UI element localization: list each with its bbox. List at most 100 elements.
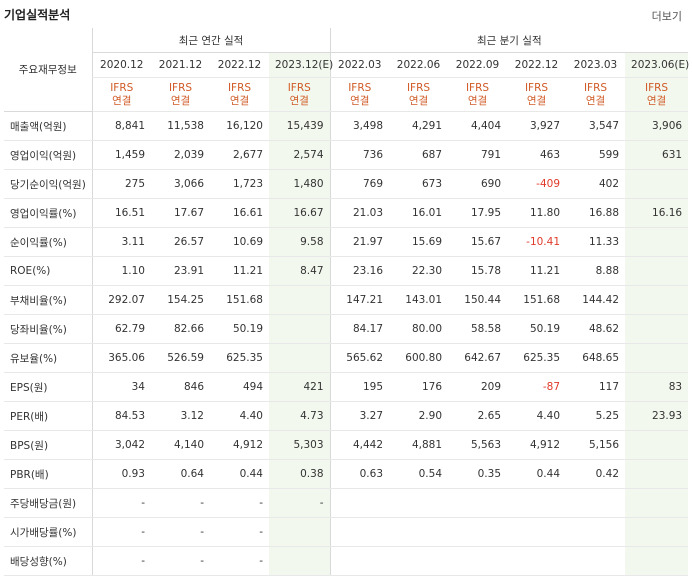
table-row: 유보율(%) 365.06 526.59 625.35 565.62 600.80 642.… bbox=[4, 343, 689, 373]
value-cell bbox=[507, 517, 567, 547]
value-cell: 144.42 bbox=[566, 285, 626, 315]
value-cell: 10.69 bbox=[210, 227, 269, 257]
value-cell: 11.21 bbox=[210, 256, 269, 286]
value-cell bbox=[625, 314, 689, 344]
row-label: 시가배당률(%) bbox=[4, 517, 92, 547]
table-row: 부채비율(%) 292.07 154.25 151.68 147.21 143.01 150… bbox=[4, 285, 689, 315]
more-link[interactable]: 더보기 bbox=[651, 10, 682, 23]
value-cell: 16.61 bbox=[210, 198, 269, 228]
table-row: EPS(원) 34 846 494 421 195 176 209 -87 117 83 bbox=[4, 372, 689, 402]
row-label: PBR(배) bbox=[4, 459, 92, 489]
value-cell bbox=[625, 517, 689, 547]
ifrs-line1: IFRS bbox=[227, 81, 252, 94]
value-cell bbox=[269, 285, 331, 315]
value-cell: 23.93 bbox=[625, 401, 689, 431]
ifrs-line2: 연결 bbox=[585, 94, 606, 107]
row-label: ROE(%) bbox=[4, 256, 92, 286]
value-cell: - bbox=[91, 488, 151, 518]
ifrs-label: IFRS 연결 bbox=[625, 77, 689, 112]
value-cell: 9.58 bbox=[269, 227, 331, 257]
value-cell: 154.25 bbox=[151, 285, 210, 315]
value-cell bbox=[448, 517, 508, 547]
value-cell: 3.12 bbox=[151, 401, 210, 431]
value-cell: 4.73 bbox=[269, 401, 331, 431]
ifrs-line2: 연결 bbox=[646, 94, 667, 107]
row-label: 당좌비율(%) bbox=[4, 314, 92, 344]
ifrs-line1: IFRS bbox=[465, 81, 490, 94]
value-cell: 565.62 bbox=[329, 343, 390, 373]
value-cell: 34 bbox=[91, 372, 151, 402]
value-cell: 11.21 bbox=[507, 256, 567, 286]
ifrs-line2: 연결 bbox=[467, 94, 488, 107]
value-cell: 5,156 bbox=[566, 430, 626, 460]
value-cell: - bbox=[151, 488, 210, 518]
value-cell bbox=[269, 517, 331, 547]
value-cell bbox=[625, 430, 689, 460]
period-header: 2021.12 bbox=[151, 52, 210, 78]
value-cell: 26.57 bbox=[151, 227, 210, 257]
value-cell: 526.59 bbox=[151, 343, 210, 373]
value-cell: 365.06 bbox=[91, 343, 151, 373]
ifrs-label: IFRS 연결 bbox=[566, 77, 626, 112]
value-cell: 4,881 bbox=[389, 430, 449, 460]
value-cell: 0.38 bbox=[269, 459, 331, 489]
ifrs-line2: 연결 bbox=[526, 94, 547, 107]
value-cell: 463 bbox=[507, 140, 567, 170]
ifrs-line1: IFRS bbox=[287, 81, 311, 94]
value-cell: 80.00 bbox=[389, 314, 449, 344]
value-cell: -10.41 bbox=[507, 227, 567, 257]
table-row: ROE(%) 1.10 23.91 11.21 8.47 23.16 22.30 15.78 1… bbox=[4, 256, 689, 286]
table-row: 영업이익(억원) 1,459 2,039 2,677 2,574 736 687 791 463… bbox=[4, 140, 689, 170]
value-cell: 791 bbox=[448, 140, 508, 170]
value-cell: -87 bbox=[507, 372, 567, 402]
value-cell: 625.35 bbox=[507, 343, 567, 373]
value-cell: 16.16 bbox=[625, 198, 689, 228]
value-cell: 292.07 bbox=[91, 285, 151, 315]
value-cell: 673 bbox=[389, 169, 449, 199]
value-cell bbox=[329, 517, 390, 547]
value-cell bbox=[389, 546, 449, 576]
value-cell: 625.35 bbox=[210, 343, 269, 373]
value-cell: 15,439 bbox=[269, 111, 331, 141]
row-label: PER(배) bbox=[4, 401, 92, 431]
value-cell: 690 bbox=[448, 169, 508, 199]
value-cell: 4,912 bbox=[210, 430, 269, 460]
value-cell: 3,927 bbox=[507, 111, 567, 141]
period-header: 2023.06(E) bbox=[625, 52, 689, 78]
value-cell bbox=[389, 488, 449, 518]
value-cell bbox=[625, 488, 689, 518]
value-cell bbox=[625, 227, 689, 257]
value-cell bbox=[507, 546, 567, 576]
value-cell: 2,677 bbox=[210, 140, 269, 170]
value-cell bbox=[507, 488, 567, 518]
financial-table: 주요재무정보 최근 연간 실적 최근 분기 실적 2020.12 2021.12 2… bbox=[4, 28, 689, 576]
table-row: 주당배당금(원) - - - - bbox=[4, 488, 689, 518]
value-cell bbox=[448, 546, 508, 576]
value-cell: 0.93 bbox=[91, 459, 151, 489]
value-cell: 17.67 bbox=[151, 198, 210, 228]
value-cell bbox=[625, 343, 689, 373]
period-header: 2022.12 bbox=[507, 52, 567, 78]
value-cell: 3,547 bbox=[566, 111, 626, 141]
value-cell: 15.69 bbox=[389, 227, 449, 257]
value-cell: 209 bbox=[448, 372, 508, 402]
value-cell: - bbox=[210, 517, 269, 547]
value-cell: 0.35 bbox=[448, 459, 508, 489]
value-cell: 3,042 bbox=[91, 430, 151, 460]
value-cell: 642.67 bbox=[448, 343, 508, 373]
value-cell: 84.53 bbox=[91, 401, 151, 431]
value-cell: 1,723 bbox=[210, 169, 269, 199]
value-cell bbox=[566, 546, 626, 576]
value-cell: 2,574 bbox=[269, 140, 331, 170]
value-cell: 846 bbox=[151, 372, 210, 402]
value-cell: 5.25 bbox=[566, 401, 626, 431]
value-cell: - bbox=[210, 546, 269, 576]
value-cell: 21.03 bbox=[329, 198, 390, 228]
value-cell: 0.42 bbox=[566, 459, 626, 489]
value-cell: 15.78 bbox=[448, 256, 508, 286]
value-cell: 4.40 bbox=[507, 401, 567, 431]
value-cell: 143.01 bbox=[389, 285, 449, 315]
row-label: BPS(원) bbox=[4, 430, 92, 460]
value-cell bbox=[625, 459, 689, 489]
value-cell: 151.68 bbox=[210, 285, 269, 315]
